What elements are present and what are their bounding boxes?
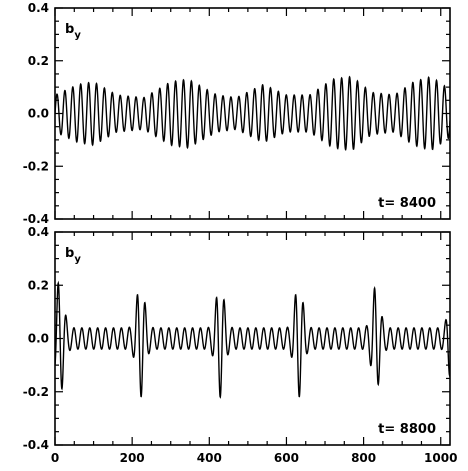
top-ytick-label: 0.4: [28, 1, 49, 15]
top-ytick-label: -0.2: [23, 159, 49, 173]
top-ytick-label: 0.2: [28, 54, 49, 68]
top-series-line: [55, 75, 450, 151]
bottom-variable-label: by: [65, 246, 81, 265]
top-variable-label: by: [65, 22, 81, 41]
top-ytick-label: 0.0: [28, 107, 49, 121]
bottom-variable-main: b: [65, 246, 74, 261]
bottom-time-annotation: t= 8800: [378, 422, 436, 437]
top-time-annotation: t= 8400: [378, 196, 436, 211]
top-variable-sub: y: [74, 30, 81, 41]
top-panel: 0.4 0.2 0.0 -0.2 -0.4 by t= 8400: [23, 1, 451, 226]
bottom-panel: 0.4 0.2 0.0 -0.2 -0.40 200 400 600 800 1000 by t= 8…: [23, 225, 458, 465]
bottom-xtick-label: 800: [351, 451, 376, 465]
top-variable-main: b: [65, 22, 74, 37]
bottom-xtick-label: 1000: [424, 451, 457, 465]
top-ytick-label: -0.4: [23, 212, 49, 226]
bottom-xtick-label: 0: [51, 451, 59, 465]
bottom-xtick-label: 200: [120, 451, 145, 465]
bottom-xtick-label: 600: [274, 451, 299, 465]
bottom-variable-sub: y: [74, 254, 81, 265]
bottom-xtick-label: 400: [197, 451, 222, 465]
bottom-ytick-label: 0.0: [28, 332, 49, 346]
bottom-series-line: [55, 280, 450, 399]
bottom-plot-frame: [54, 231, 451, 446]
bottom-ytick-label: -0.2: [23, 385, 49, 399]
bottom-ytick-label: 0.4: [28, 225, 49, 239]
bottom-ytick-label: 0.2: [28, 278, 49, 292]
bottom-ytick-label: -0.4: [23, 438, 49, 452]
